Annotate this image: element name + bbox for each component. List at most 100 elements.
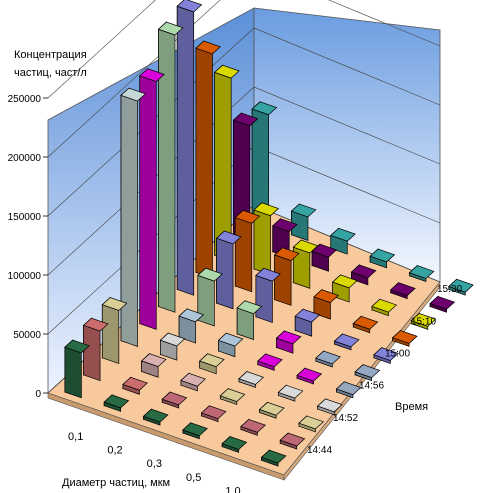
bar-top-face <box>277 384 304 399</box>
bar-side-face <box>176 5 195 296</box>
bar <box>139 67 165 330</box>
bar <box>373 346 399 365</box>
bar-side-face <box>255 275 273 324</box>
bar-top-face <box>178 308 205 323</box>
bar-side-face <box>64 346 82 399</box>
y-tick-label: 250000 <box>8 94 42 105</box>
bar-side-face <box>101 304 120 365</box>
bar-side-face <box>139 75 157 330</box>
bar-top-face <box>217 332 244 347</box>
bar <box>251 101 278 228</box>
bar-top-face <box>240 419 266 433</box>
bar-top-face <box>350 264 377 279</box>
bar <box>410 312 437 330</box>
bar-top-face <box>122 376 148 391</box>
bar <box>369 248 396 269</box>
bar-top-face <box>408 265 435 279</box>
bar-top-face <box>236 300 263 315</box>
bar-top-face <box>234 210 261 224</box>
bar-top-face <box>429 295 456 310</box>
bar <box>429 295 456 313</box>
z-tick-label: 15:30 <box>437 284 462 295</box>
bar <box>354 363 381 382</box>
bar <box>217 332 244 358</box>
bar-top-face <box>255 267 281 282</box>
bar-top-face <box>273 247 300 262</box>
bar <box>176 0 203 296</box>
bar <box>140 352 167 378</box>
y-axis-label-line-1: Концентрация <box>14 49 87 61</box>
bar <box>352 315 379 334</box>
bar <box>350 264 377 286</box>
bar-top-face <box>139 68 165 82</box>
bar <box>294 308 321 337</box>
bar-top-face <box>279 432 306 447</box>
bar-top-face <box>315 350 341 365</box>
bar <box>258 401 285 419</box>
bar <box>296 367 323 385</box>
bar <box>240 418 266 436</box>
bar <box>277 384 304 402</box>
bar-side-face <box>253 209 271 276</box>
bar-top-face <box>298 415 325 430</box>
bar-side-face <box>83 324 101 382</box>
gridline <box>47 0 441 158</box>
bar-top-face <box>253 202 280 217</box>
bar <box>159 332 186 361</box>
bar <box>275 330 302 354</box>
bar-top-face <box>82 317 109 332</box>
bar <box>311 243 338 272</box>
bar-top-face <box>257 353 283 368</box>
y-tick-label: 100000 <box>8 271 42 282</box>
bar-top-face <box>199 353 225 368</box>
bar-top-face <box>258 401 285 416</box>
bar-top-face <box>333 333 360 348</box>
bar-top-face <box>448 278 474 293</box>
bar-top-face <box>142 408 169 423</box>
bar-top-face <box>176 0 203 13</box>
x-tick-label: 0,3 <box>147 458 162 470</box>
bar-top-face <box>272 218 298 233</box>
x-tick-labels: 0,10,20,30,51,03,0 <box>68 431 241 493</box>
bar <box>221 435 248 453</box>
bar-top-face <box>120 87 147 102</box>
bar-top-face <box>390 282 416 296</box>
bar-top-face <box>161 391 188 406</box>
bar <box>161 391 188 409</box>
gridline <box>47 0 156 99</box>
bar-top-face <box>219 388 246 402</box>
bar <box>122 376 148 395</box>
bar <box>298 415 325 433</box>
y-tick-label: 200000 <box>8 153 42 164</box>
y-axis-label-line-2: частиц, част/л <box>14 67 87 79</box>
bar-top-face <box>251 101 278 116</box>
bar-top-face <box>292 239 319 254</box>
bar <box>279 432 306 450</box>
bar <box>390 281 416 300</box>
bar-top-face <box>371 298 398 313</box>
z-axis-label: Время <box>395 401 428 413</box>
bar <box>103 394 130 412</box>
bar-top-face <box>197 267 223 282</box>
bar-top-face <box>182 422 208 437</box>
bar-top-face <box>180 372 207 387</box>
bar <box>315 350 341 368</box>
bar-top-face <box>101 297 128 311</box>
bar <box>157 21 184 313</box>
bar <box>292 239 319 289</box>
bar <box>215 230 242 310</box>
bar-side-face <box>234 217 253 293</box>
bar-top-face <box>157 21 184 36</box>
bar <box>64 339 90 399</box>
bar-top-face <box>232 112 259 127</box>
x-tick-label: 0,2 <box>107 445 122 457</box>
bar-side-face <box>195 47 213 279</box>
bar <box>178 308 205 344</box>
bar <box>408 264 435 282</box>
bar <box>335 381 362 399</box>
bar <box>195 40 221 279</box>
bar-top-face <box>159 332 186 347</box>
y-tick-label: 50000 <box>13 330 41 341</box>
bar-top-face <box>391 330 418 344</box>
